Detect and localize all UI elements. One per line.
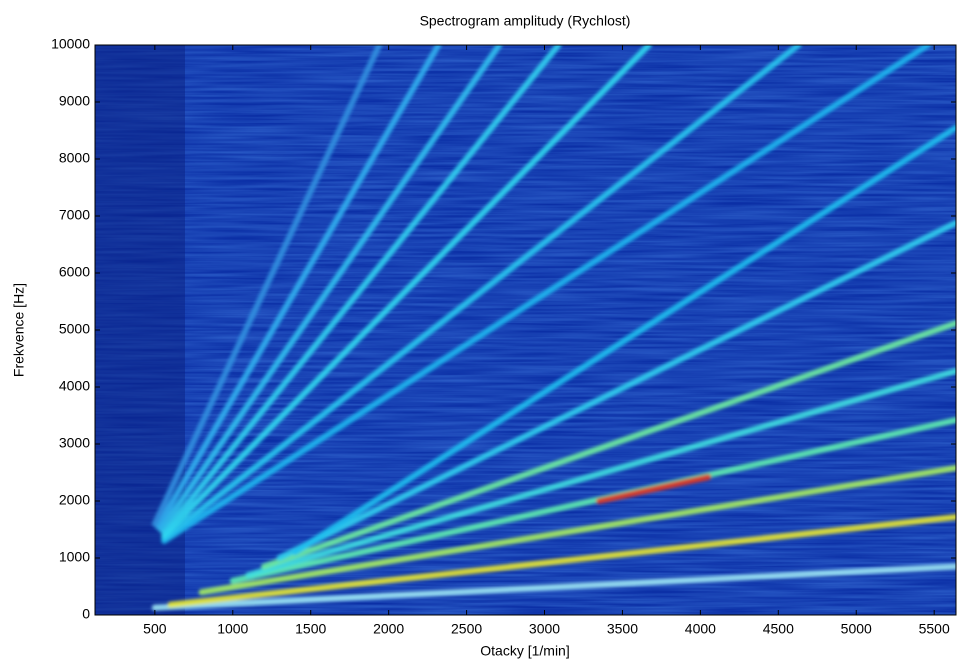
y-tick-label: 1000 xyxy=(59,549,90,565)
y-tick-label: 3000 xyxy=(59,435,90,451)
y-tick-label: 10000 xyxy=(51,36,90,52)
y-tick-label: 6000 xyxy=(59,264,90,280)
y-tick-label: 0 xyxy=(82,606,90,622)
x-tick-label: 2000 xyxy=(373,621,404,637)
x-tick-label: 5500 xyxy=(919,621,950,637)
ridge xyxy=(292,124,956,556)
y-tick-label: 7000 xyxy=(59,207,90,223)
x-tick-label: 3500 xyxy=(607,621,638,637)
ridge xyxy=(276,219,956,561)
ridge xyxy=(167,513,956,608)
x-tick-label: 3000 xyxy=(529,621,560,637)
ridge xyxy=(161,45,562,536)
y-tick-label: 9000 xyxy=(59,93,90,109)
ridge xyxy=(245,368,956,579)
ridge xyxy=(151,563,956,611)
x-tick-label: 1500 xyxy=(295,621,326,637)
x-tick-label: 500 xyxy=(143,621,167,637)
ridge xyxy=(161,45,802,542)
noise-texture xyxy=(95,45,956,615)
x-tick-label: 4500 xyxy=(763,621,794,637)
ridge xyxy=(229,417,956,584)
ridge xyxy=(161,45,931,544)
x-axis-label: Otacky [1/min] xyxy=(480,643,569,659)
ridge xyxy=(260,320,956,570)
x-tick-label: 5000 xyxy=(841,621,872,637)
ridge xyxy=(198,464,956,596)
y-tick-label: 2000 xyxy=(59,492,90,508)
ridge xyxy=(161,45,652,539)
ridge xyxy=(158,45,503,533)
ridge xyxy=(154,45,442,530)
y-tick-label: 5000 xyxy=(59,321,90,337)
x-tick-label: 2500 xyxy=(451,621,482,637)
chart-title: Spectrogram amplitudy (Rychlost) xyxy=(420,13,631,29)
ridges xyxy=(151,45,956,611)
axes: 500 1000 1500 2000 2500 3000 3500 4000 4500 5000 5… xyxy=(51,36,956,637)
ridge xyxy=(596,474,712,504)
x-tick-label: 4000 xyxy=(685,621,716,637)
plot-area xyxy=(95,45,956,615)
y-axis-label: Frekvence [Hz] xyxy=(11,283,27,377)
y-tick-label: 4000 xyxy=(59,378,90,394)
y-tick-label: 8000 xyxy=(59,150,90,166)
ridge xyxy=(151,45,383,527)
x-tick-label: 1000 xyxy=(217,621,248,637)
